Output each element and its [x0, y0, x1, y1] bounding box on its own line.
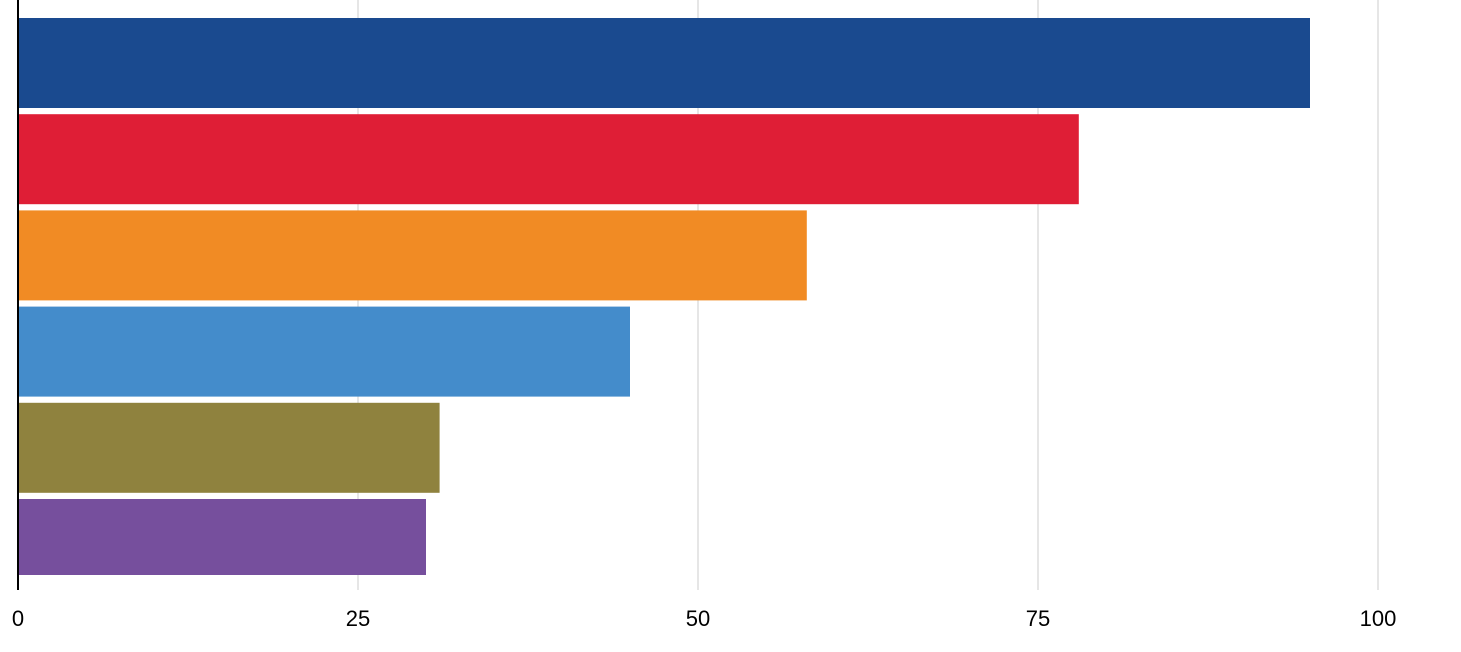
bar: [18, 18, 1310, 108]
x-tick-label: 25: [346, 606, 370, 631]
bars: [18, 18, 1310, 575]
bar: [18, 210, 807, 301]
x-tick-label: 100: [1360, 606, 1397, 631]
bar: [18, 306, 630, 397]
x-axis-ticks: 0 25 50 75 100: [12, 606, 1396, 631]
bar: [18, 114, 1079, 205]
x-tick-label: 0: [12, 606, 24, 631]
x-tick-label: 50: [686, 606, 710, 631]
bar: [18, 499, 426, 575]
bar: [18, 402, 440, 493]
x-tick-label: 75: [1026, 606, 1050, 631]
